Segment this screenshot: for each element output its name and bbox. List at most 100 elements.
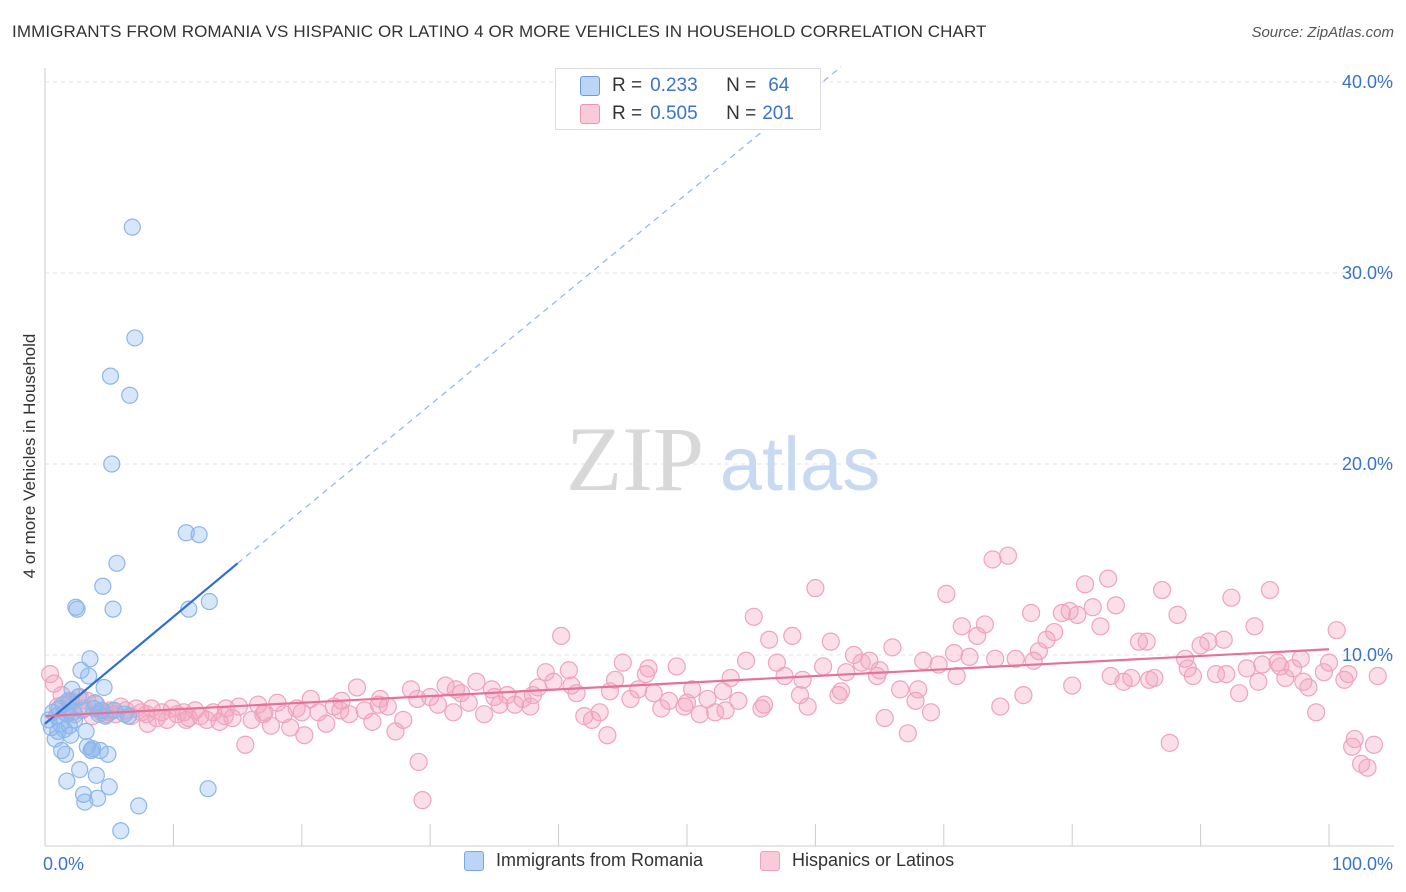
hispanic-point [667,657,686,676]
romania-point [199,780,217,798]
hispanic-point [983,550,1002,569]
romania-n-value: 64 [768,75,790,96]
romania-point [77,722,95,741]
romania-point [101,367,120,385]
hispanic-point [883,638,902,657]
hispanic-point [767,653,786,672]
r-label: R = [612,75,643,96]
hispanic-point [870,661,889,680]
hispanic-point [960,647,979,667]
hispanic-point [562,676,581,695]
hispanic-point [1319,653,1339,672]
n-label: N = [726,103,757,124]
hispanic-point [975,615,994,634]
hispanic-point [1214,630,1233,649]
hispanic-point [1368,666,1387,686]
romania-point [94,577,112,595]
hispanic-point [1024,651,1043,670]
hispanic-point [236,735,255,754]
hispanic-point [331,701,350,720]
hispanic-point [1199,632,1218,651]
hispanic-point [1137,632,1156,651]
hispanic-point [713,682,733,701]
hispanic-point [659,691,679,710]
hispanic-point [944,643,964,663]
hispanic-point [991,697,1010,716]
hispanic-point [177,710,196,730]
hispanic-point [914,651,933,670]
hispanic-point [157,710,177,730]
hispanic-point [317,714,336,733]
hispanic-point [1045,622,1064,642]
romania-point [76,793,94,811]
hispanic-point [783,626,802,646]
hispanic-point [806,579,825,598]
romania-trend-line [44,562,239,725]
gridlines [45,81,1394,656]
romania-point [100,778,118,796]
romania-point [130,797,148,815]
romania-point [200,592,218,611]
romania-trend-extension [237,66,842,564]
hispanic-point [775,666,794,686]
romania-point [177,524,195,542]
hispanic-point [1106,596,1125,615]
hispanic-point [292,703,311,722]
hispanic-point [698,689,717,709]
hispanic-point [736,651,756,670]
hispanic-point [683,680,702,699]
r-label: R = [612,103,643,124]
hispanic-point [394,710,413,730]
romania-point [68,600,86,618]
hispanic-point [295,726,314,745]
hispanic-point [1358,758,1377,777]
romania-point [103,455,121,473]
hispanic-point [1222,588,1241,607]
hispanic-point [1099,569,1118,588]
hispanic-point [1206,664,1226,684]
tick-labels: 10.0% 20.0% 30.0% 40.0% 0.0% 100.0% [43,72,1393,874]
hispanic-point [629,680,648,699]
hispanic-point [409,752,428,772]
romania-r-value: 0.233 [650,75,698,96]
hispanic-point [1101,666,1120,686]
legend-item-romania[interactable]: Immigrants from Romania [464,850,703,871]
hispanic-point [921,703,941,722]
hispanic-point [1327,621,1346,640]
hispanic-point [1237,659,1256,678]
romania-point [81,650,99,668]
hispanic-point [998,546,1018,565]
hispanic-point [937,584,956,603]
hispanic-point [475,705,494,724]
hispanic-point [1314,663,1333,682]
legend-item-hispanic[interactable]: Hispanics or Latinos [760,850,954,871]
romania-point [95,678,113,697]
hispanic-point [582,710,602,730]
hispanic-point [598,726,617,745]
romania-point [126,329,144,347]
romania-point [190,526,208,544]
hispanic-point [408,689,427,709]
hispanic-point [590,703,609,722]
hispanic-point [552,626,571,646]
x-tick-label: 100.0% [1332,854,1393,874]
hispanic-point [1075,575,1095,594]
hispanic-point [1063,676,1082,695]
hispanic-trend-line [44,648,1330,718]
hispanic-point [906,691,925,710]
hispanic-point [1339,664,1358,684]
y-tick-label: 40.0% [1342,72,1393,92]
hispanic-point [428,695,448,714]
hispanic-point [891,680,910,699]
hispanic-point [1140,670,1159,689]
hispanic-point [621,689,640,709]
stats-row-romania: R = 0.233 N = 64 [580,75,789,97]
hispanic-point [1230,684,1249,703]
hispanic-point [721,668,740,688]
hispanic-point [413,791,432,810]
romania-point [62,726,80,744]
hispanic-point [605,670,625,689]
hispanic-points [41,546,1387,810]
stats-row-hispanic: R = 0.505 N = 201 [580,103,794,125]
